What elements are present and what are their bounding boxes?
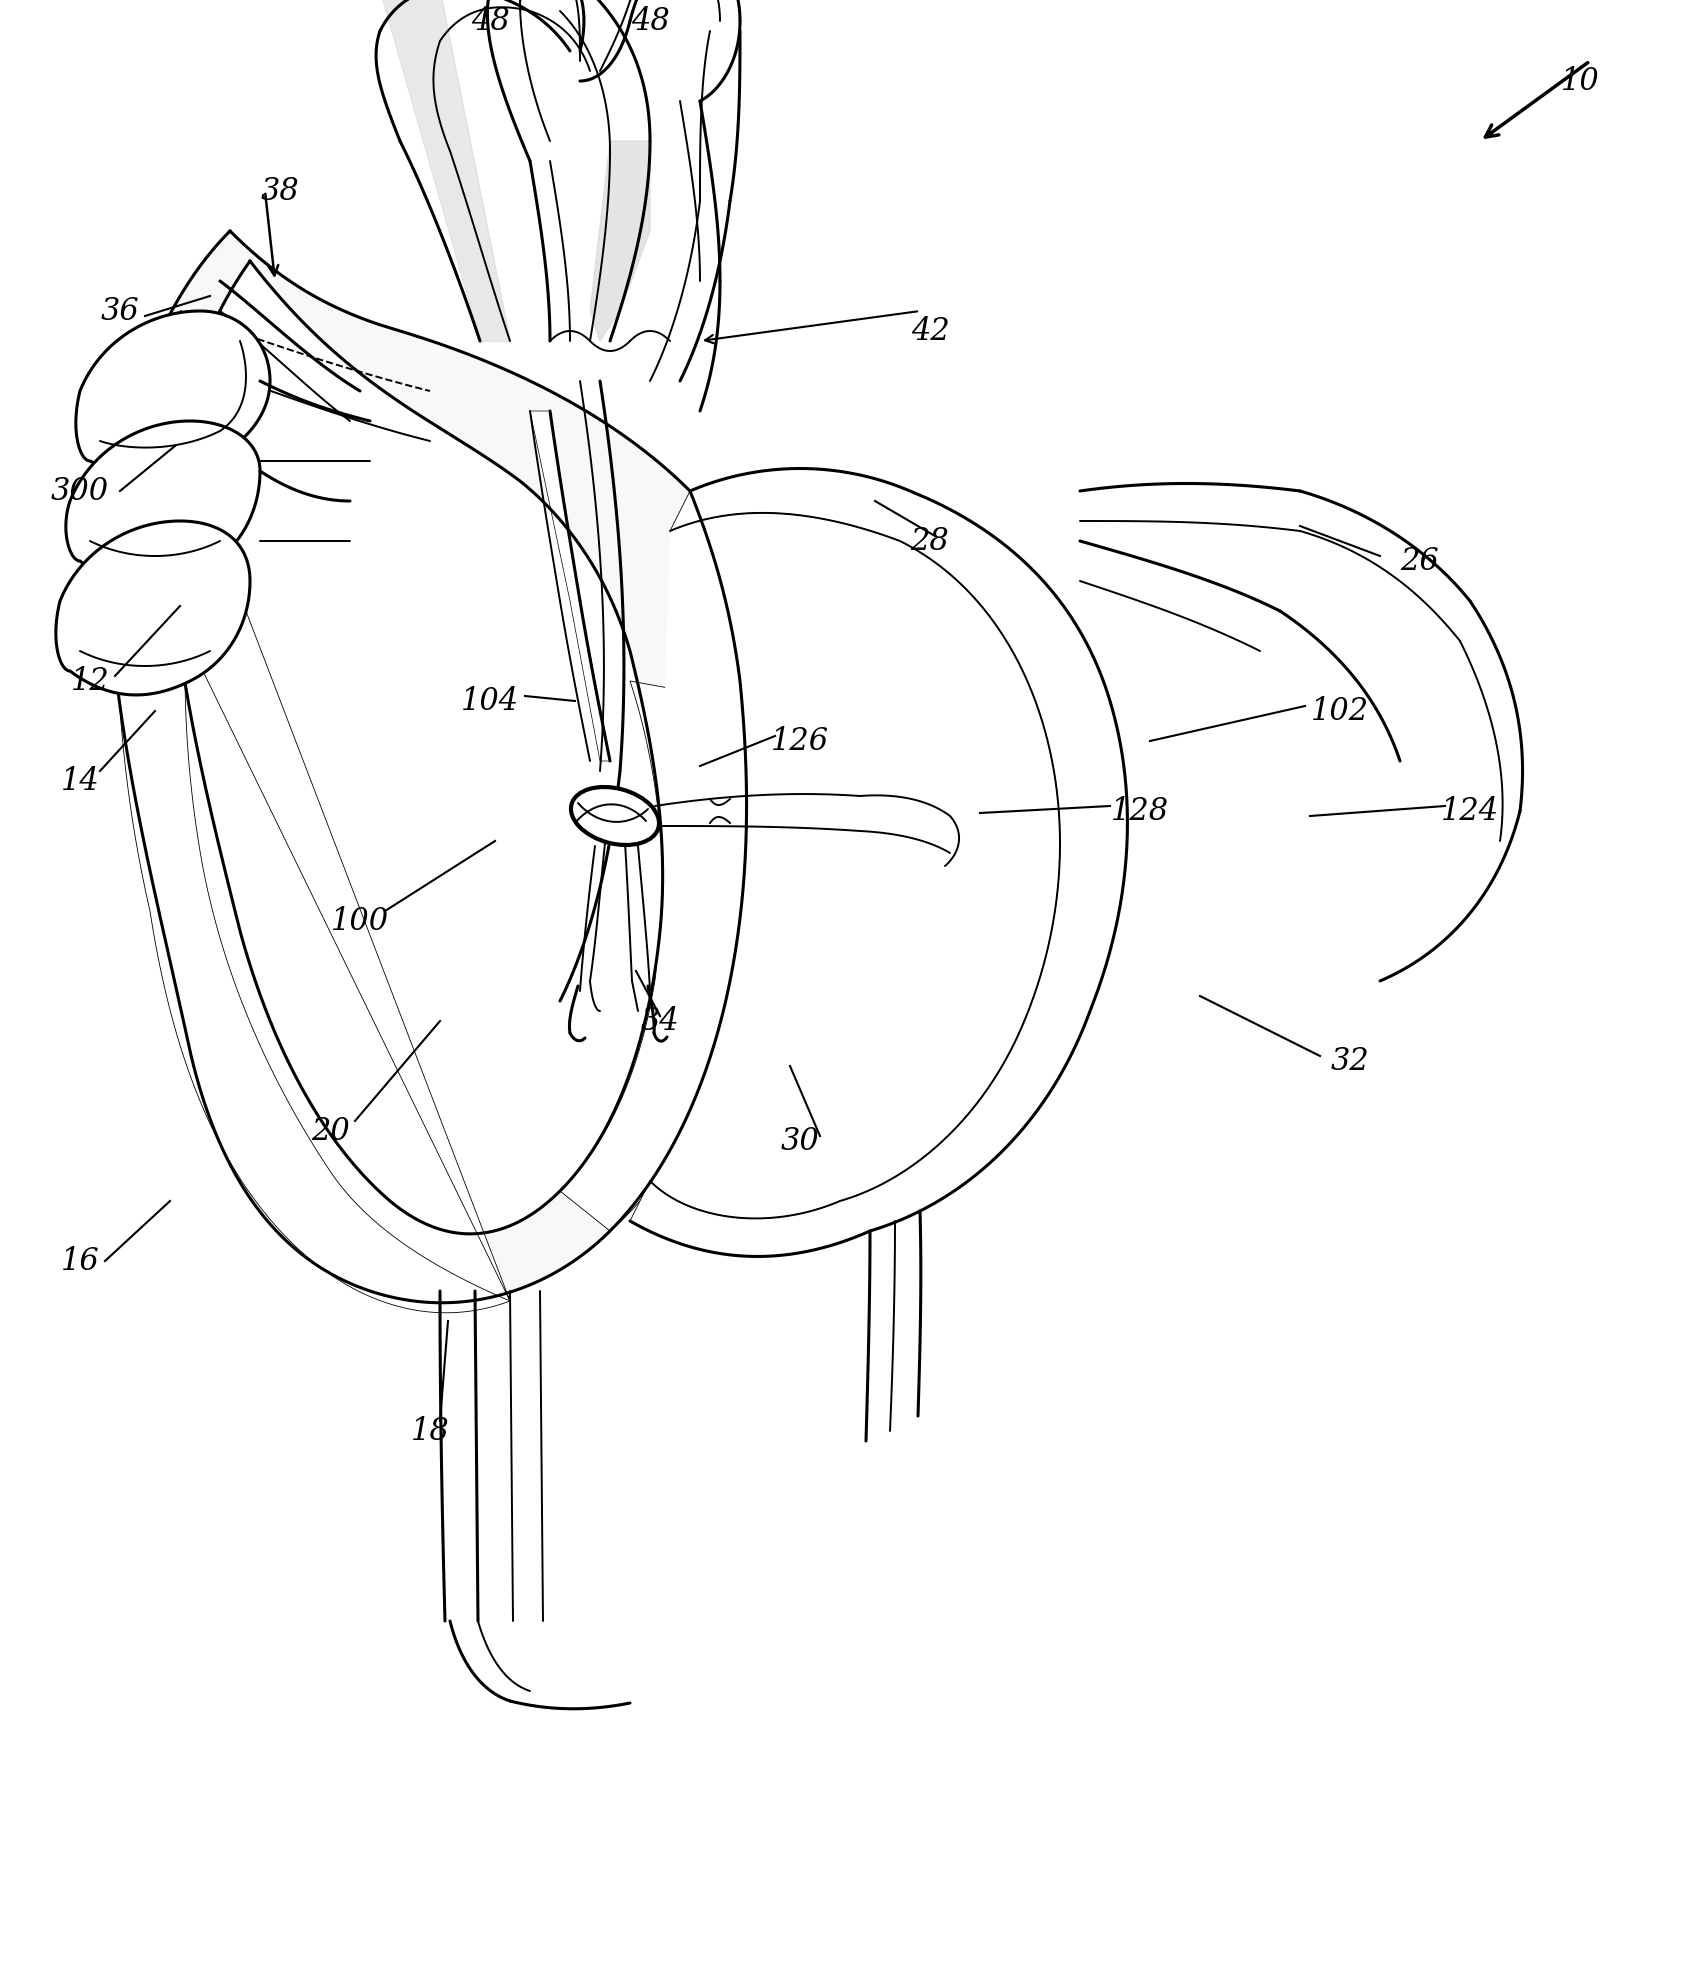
Polygon shape: [589, 141, 651, 341]
Text: 16: 16: [61, 1245, 99, 1277]
Text: 32: 32: [1330, 1045, 1369, 1077]
Polygon shape: [630, 469, 1127, 1257]
Text: 10: 10: [1560, 65, 1599, 96]
Text: 12: 12: [70, 665, 109, 696]
Text: 126: 126: [771, 726, 829, 757]
Text: 48: 48: [630, 6, 669, 37]
Text: 14: 14: [61, 765, 99, 796]
Text: 100: 100: [330, 906, 388, 937]
Polygon shape: [66, 422, 261, 584]
Polygon shape: [560, 680, 746, 1232]
Text: 28: 28: [911, 526, 949, 557]
Text: 38: 38: [261, 175, 300, 206]
Polygon shape: [56, 522, 250, 694]
Text: 102: 102: [1311, 696, 1369, 726]
Polygon shape: [169, 261, 662, 1233]
Ellipse shape: [571, 786, 659, 845]
Polygon shape: [630, 469, 1127, 1257]
Text: 30: 30: [780, 1126, 819, 1157]
Polygon shape: [651, 31, 741, 380]
Text: 124: 124: [1441, 796, 1499, 826]
Polygon shape: [651, 514, 1059, 1218]
Text: 36: 36: [100, 296, 140, 326]
Polygon shape: [109, 231, 746, 1302]
Text: 42: 42: [911, 316, 949, 347]
Text: 104: 104: [462, 686, 519, 716]
Text: 18: 18: [410, 1416, 450, 1447]
Text: 26: 26: [1400, 545, 1439, 577]
Text: 48: 48: [470, 6, 509, 37]
Polygon shape: [530, 412, 610, 761]
Text: 34: 34: [640, 1006, 679, 1037]
Polygon shape: [116, 490, 509, 1312]
Polygon shape: [1080, 522, 1521, 841]
Text: 20: 20: [310, 1116, 349, 1147]
Text: 300: 300: [51, 475, 109, 506]
Polygon shape: [77, 312, 271, 477]
Text: 128: 128: [1110, 796, 1168, 826]
